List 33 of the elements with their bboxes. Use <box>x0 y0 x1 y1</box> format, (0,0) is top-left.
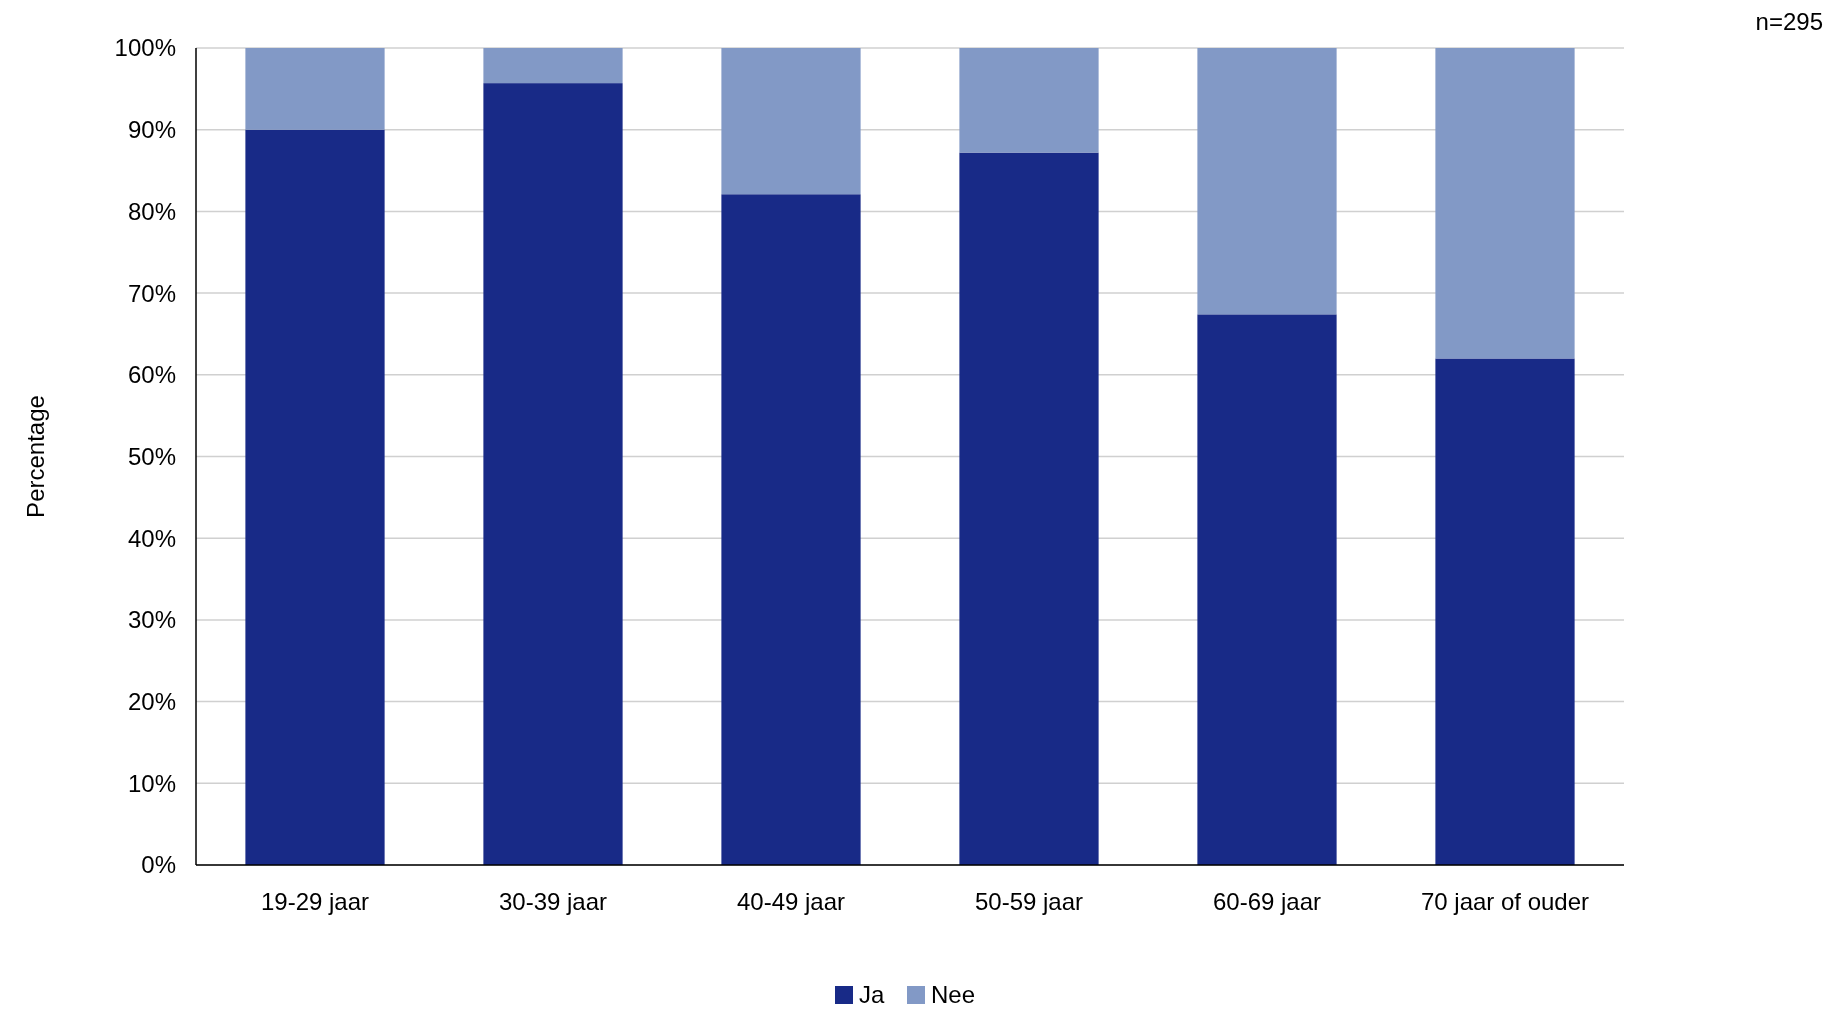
y-tick-label: 100% <box>114 34 176 62</box>
y-tick-label: 0% <box>141 851 176 879</box>
y-tick-label: 30% <box>127 606 176 634</box>
x-tick-label: 50-59 jaar <box>974 888 1084 915</box>
bar <box>1435 358 1575 865</box>
x-tick-label: 60-69 jaar <box>1212 888 1322 915</box>
text: n=295 <box>1755 8 1823 35</box>
bar <box>245 129 385 865</box>
bar <box>1197 314 1337 865</box>
y-tick-label: 50% <box>127 442 176 470</box>
bar <box>483 48 623 84</box>
y-tick-label: 40% <box>127 524 176 552</box>
y-tick-label: 60% <box>127 361 176 389</box>
y-tick-label: 70% <box>127 279 176 307</box>
bar <box>245 48 385 130</box>
legend-label: Nee <box>931 981 976 1009</box>
bar <box>1197 48 1337 315</box>
x-tick-label: 30-39 jaar <box>498 888 608 915</box>
x-tick-label: 70 jaar of ouder <box>1420 888 1590 915</box>
legend-label: Ja <box>859 981 885 1009</box>
bar <box>959 152 1099 865</box>
y-tick-label: 10% <box>127 769 176 797</box>
x-tick-label: 19-29 jaar <box>260 888 370 915</box>
y-tick-label: 80% <box>127 197 176 225</box>
bar <box>721 48 861 195</box>
bar <box>483 83 623 865</box>
y-tick-label: 20% <box>127 688 176 715</box>
y-tick-label: 90% <box>127 116 176 144</box>
bar <box>959 48 1099 153</box>
bar <box>721 194 861 865</box>
y-axis-title: Percentage <box>22 395 49 518</box>
x-tick-label: 40-49 jaar <box>736 888 846 915</box>
bar <box>1435 48 1575 359</box>
